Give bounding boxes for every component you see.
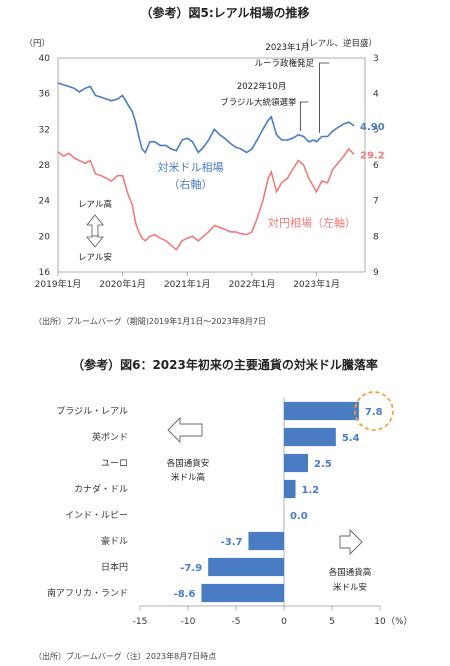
chart1-right-tick: 5 <box>373 125 379 135</box>
chart1-right-tick: 8 <box>373 232 379 242</box>
chart1-annotation-event1-text: ルーラ政権発足 <box>254 58 314 69</box>
chart1-left-tick: 32 <box>39 125 50 135</box>
chart1-annotation-event2-leader <box>299 101 309 132</box>
chart2-right-note-line2: 米ドル安 <box>333 582 367 593</box>
chart1-series-label-usd-axis: （右軸） <box>168 177 212 191</box>
chart2-value-label: -7.9 <box>180 563 202 574</box>
chart1-right-tick: 4 <box>373 90 379 100</box>
chart2-bar <box>248 531 284 551</box>
chart2-x-tick-label: -5 <box>232 617 241 627</box>
chart1-series-line-0 <box>57 82 355 154</box>
chart1-left-axis-unit: （円） <box>24 38 50 49</box>
chart2-bar <box>284 479 296 499</box>
chart2-right-arrow-icon <box>339 528 363 556</box>
chart1-left-tick: 16 <box>39 268 51 278</box>
chart1-x-tick-label: 2023年1月 <box>293 278 340 290</box>
chart1-arrow-up-label: レアル高 <box>78 199 112 210</box>
chart1-annotation-event1-leader <box>319 62 330 133</box>
chart2-value-label: -8.6 <box>174 589 196 600</box>
chart2-value-label: 5.4 <box>342 433 360 444</box>
chart2-category-label: 日本円 <box>101 561 128 573</box>
chart2-value-label: 2.5 <box>314 459 332 470</box>
chart1-end-label-0: 4.90 <box>360 122 385 133</box>
chart2-x-unit: （%） <box>386 616 413 627</box>
chart1-annotation-event1-date: 2023年1月 <box>265 42 309 53</box>
chart2-x-tick-label: -10 <box>181 617 196 627</box>
chart2-bar <box>201 583 284 603</box>
chart2-x-tick-label: 5 <box>329 617 335 627</box>
chart2-category-label: ユーロ <box>101 459 128 469</box>
chart1-title: （参考）図5:レアル相場の推移 <box>140 6 310 20</box>
chart2-value-label: -3.7 <box>221 537 243 548</box>
chart2-x-tick-label: 0 <box>281 617 287 627</box>
chart2-highlight-circle <box>353 391 394 431</box>
chart2-x-tick-label: -15 <box>133 617 148 627</box>
chart2-bar <box>284 427 336 447</box>
chart1-arrow-down-label: レアル安 <box>78 252 112 263</box>
chart1-plot-frame <box>57 57 366 273</box>
chart1-series-label-usd: 対米ドル相場 <box>157 160 223 174</box>
chart1-double-arrow-up-icon <box>86 214 104 237</box>
chart2-category-label: 南アフリカ・ランド <box>47 587 128 599</box>
chart2-category-label: インド・ルピー <box>65 510 128 521</box>
chart2-title: （参考）図6：2023年初来の主要通貨の対米ドル騰落率 <box>72 358 378 372</box>
chart1-annotation-event2-date: 2022年10月 <box>237 81 286 92</box>
chart2-category-label: ブラジル・レアル <box>56 405 128 417</box>
chart2-bar <box>284 401 359 421</box>
chart1-left-tick: 20 <box>39 232 51 242</box>
chart2-right-note-line1: 各国通貨高 <box>329 567 372 578</box>
chart2-value-label: 1.2 <box>302 485 320 496</box>
chart1-x-tick-label: 2022年1月 <box>229 278 276 290</box>
chart2-left-arrow-icon <box>167 416 203 444</box>
chart2-category-label: 豪ドル <box>101 535 128 547</box>
chart1-x-tick-label: 2021年1月 <box>164 278 211 290</box>
chart1-right-axis-unit: （レアル、逆目盛） <box>301 38 377 49</box>
chart2-category-label: 英ポンド <box>92 431 128 443</box>
chart1-left-tick: 36 <box>39 90 51 100</box>
chart1-right-tick: 7 <box>373 197 379 207</box>
chart2-x-tick-label: 10 <box>374 617 386 627</box>
chart1-source-note: （出所）ブルームバーグ（期間)2019年1月1日～2023年8月7日 <box>34 317 266 326</box>
chart1-end-label-1: 29.2 <box>360 150 385 161</box>
chart1-x-tick-label: 2020年1月 <box>99 278 146 290</box>
chart2-bar <box>284 453 308 473</box>
chart1-left-tick: 40 <box>39 54 51 64</box>
chart1-right-tick: 9 <box>373 268 379 278</box>
chart1-series-label-jpy: 対円相場（左軸） <box>268 216 356 230</box>
chart2-left-note-line1: 各国通貨安 <box>167 458 210 469</box>
chart1-right-tick: 3 <box>373 54 379 64</box>
chart2-value-label: 7.8 <box>365 407 383 418</box>
chart2-bar <box>208 557 284 577</box>
chart1-double-arrow-down-icon <box>86 235 104 248</box>
chart2-left-note-line2: 米ドル高 <box>171 472 205 483</box>
chart1-x-tick-label: 2019年1月 <box>35 278 82 290</box>
chart1-series-line-1 <box>57 147 355 251</box>
chart2-category-label: カナダ・ドル <box>74 483 128 495</box>
chart1-left-tick: 28 <box>39 161 51 171</box>
chart2-source-note: （出所）ブルームバーグ（注）2023年8月7日時点 <box>34 652 217 661</box>
chart1-left-tick: 24 <box>39 197 51 207</box>
chart2-value-label: 0.0 <box>290 511 308 522</box>
chart1-right-tick: 6 <box>373 161 379 171</box>
chart1-annotation-event2-text: ブラジル大統領選挙 <box>220 97 297 108</box>
